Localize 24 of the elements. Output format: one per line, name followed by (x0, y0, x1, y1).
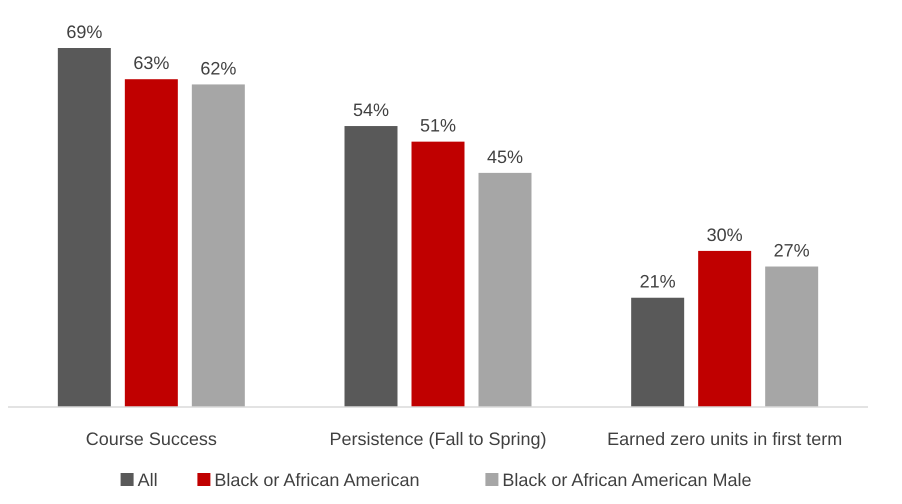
legend-label: All (138, 470, 158, 490)
data-label: 62% (200, 58, 236, 78)
data-label: 54% (352, 100, 390, 120)
data-label: 69% (66, 22, 102, 42)
data-label: 27% (774, 240, 810, 261)
bar (412, 142, 464, 407)
data-label: 51% (420, 116, 456, 136)
bar (344, 126, 398, 407)
data-label: 45% (486, 146, 524, 167)
data-label: 21% (640, 272, 676, 292)
x-tick-label: Course Success (86, 429, 217, 449)
bar (192, 84, 245, 407)
data-label: 30% (706, 224, 743, 245)
bar (765, 266, 818, 407)
bar (124, 79, 178, 407)
bar (698, 250, 752, 407)
x-tick-label: Persistence (Fall to Spring) (329, 429, 547, 449)
legend-label: Black or African American Male (502, 470, 752, 490)
legend-label: Black or African American (214, 470, 420, 490)
bar (58, 48, 111, 407)
data-label: 63% (133, 53, 170, 74)
bar (631, 298, 684, 407)
x-tick-label: Earned zero units in first term (607, 429, 842, 449)
bar (478, 172, 532, 407)
